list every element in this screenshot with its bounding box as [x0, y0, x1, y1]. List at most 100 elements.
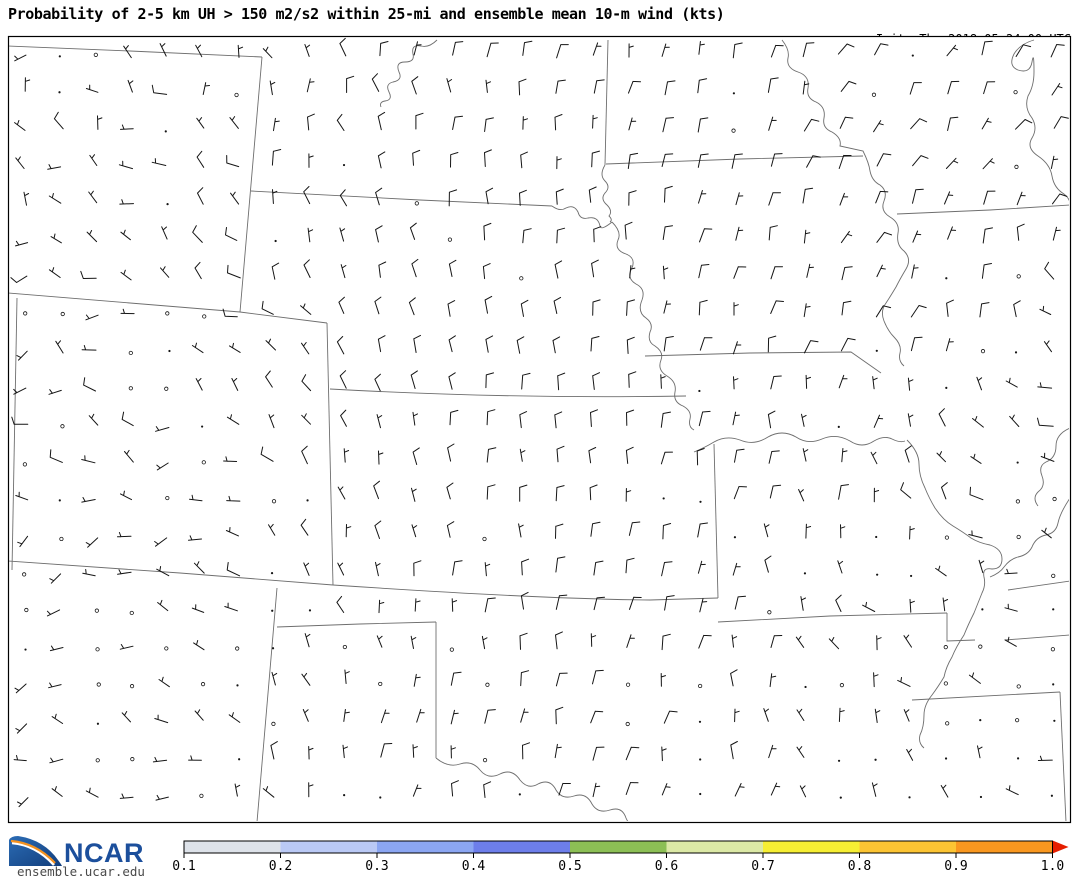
colorbar-tick-label: 0.3 — [365, 859, 388, 874]
wind-barb — [828, 637, 840, 650]
wind-barb — [731, 634, 738, 648]
calm-wind-marker — [731, 128, 736, 133]
wind-barb — [590, 409, 598, 427]
ncar-logo-text: NCAR — [64, 838, 144, 868]
wind-barb — [592, 372, 600, 390]
ks-mo-border — [713, 443, 719, 599]
calm-wind-marker — [1016, 461, 1019, 464]
wind-barb — [375, 225, 383, 243]
wind-barb — [1013, 300, 1021, 318]
wind-barb — [624, 221, 633, 240]
wind-barb — [839, 192, 849, 206]
wind-barb — [873, 414, 884, 428]
wind-barb — [699, 228, 713, 243]
wind-barb — [626, 299, 635, 316]
wind-barb — [903, 634, 912, 648]
calm-wind-marker — [699, 758, 702, 761]
wind-barb — [733, 486, 747, 500]
wind-barb — [625, 746, 640, 761]
wind-barb — [661, 633, 671, 651]
wind-barb — [161, 226, 168, 240]
wind-barb — [1015, 44, 1032, 57]
wind-barb — [308, 153, 314, 168]
mn-ia-border — [605, 155, 864, 165]
wind-barb — [49, 449, 63, 463]
calm-wind-marker — [447, 237, 453, 242]
map-frame — [7, 35, 1072, 824]
wind-barb — [769, 484, 782, 499]
wind-barb — [838, 484, 849, 500]
wind-barb — [946, 44, 958, 57]
wind-barb — [343, 448, 350, 463]
calm-wind-marker — [519, 276, 524, 281]
wind-barb — [340, 409, 347, 427]
wind-barb — [225, 227, 238, 241]
wind-barb — [981, 263, 992, 279]
wind-barb — [346, 75, 355, 93]
wind-barb — [376, 414, 383, 429]
wind-barb — [484, 117, 494, 132]
wind-barb — [486, 42, 499, 58]
wind-barb — [1037, 417, 1054, 427]
wy-co-41n-border — [9, 292, 328, 324]
calm-wind-marker — [238, 758, 241, 761]
co-ks-east-border — [326, 322, 334, 586]
wind-barb — [306, 78, 315, 93]
wind-barb — [450, 745, 456, 759]
wind-barb — [308, 746, 314, 760]
wind-barb — [380, 743, 393, 758]
wind-barb — [763, 708, 769, 722]
wind-barb — [873, 120, 884, 133]
wind-barb — [1004, 636, 1017, 647]
wind-barb — [556, 156, 562, 170]
wind-barb — [452, 115, 463, 130]
calm-wind-marker — [1052, 496, 1057, 502]
wind-barb — [907, 413, 914, 427]
calm-wind-marker — [274, 239, 277, 243]
wind-barb — [377, 335, 386, 353]
wind-barb — [193, 561, 205, 574]
wind-barb — [837, 560, 844, 574]
wind-barb — [48, 193, 62, 204]
colorbar-segment — [473, 841, 570, 853]
red-river — [435, 757, 629, 821]
calm-wind-marker — [518, 793, 521, 796]
wind-barb — [555, 706, 564, 725]
calm-wind-marker — [625, 682, 631, 687]
wind-barb — [339, 37, 347, 57]
wind-barb — [518, 523, 524, 538]
wind-barb — [941, 482, 948, 500]
wind-barb — [1005, 377, 1018, 388]
wind-barb — [661, 43, 670, 57]
wind-barb — [731, 153, 743, 169]
wind-barb — [591, 259, 599, 278]
wind-barb — [450, 671, 462, 686]
wind-barb — [447, 300, 456, 317]
wind-barb — [697, 522, 708, 538]
wind-barb — [734, 448, 745, 463]
wind-barb — [80, 270, 97, 279]
wind-barb — [947, 80, 960, 95]
wind-barb — [519, 189, 527, 206]
calm-wind-marker — [22, 462, 27, 467]
wind-barb — [555, 631, 563, 650]
wind-barb — [14, 120, 26, 131]
wind-barb — [800, 596, 806, 611]
wind-barb — [628, 190, 637, 206]
wind-barb — [408, 297, 416, 316]
wind-barb — [260, 446, 274, 462]
wind-barb — [733, 266, 747, 279]
wind-barb — [301, 672, 311, 686]
wind-barb — [124, 449, 134, 463]
wind-barb — [413, 334, 421, 353]
wind-barb — [273, 117, 280, 132]
ks-ne-40n-border — [329, 388, 687, 398]
calm-wind-marker — [129, 684, 135, 689]
wind-barb — [123, 45, 132, 59]
wind-barb — [767, 410, 776, 429]
wind-barb — [378, 599, 385, 614]
sd-ia-big-sioux-river — [601, 164, 612, 223]
wind-barb — [1043, 340, 1052, 353]
wind-barb — [733, 376, 739, 390]
